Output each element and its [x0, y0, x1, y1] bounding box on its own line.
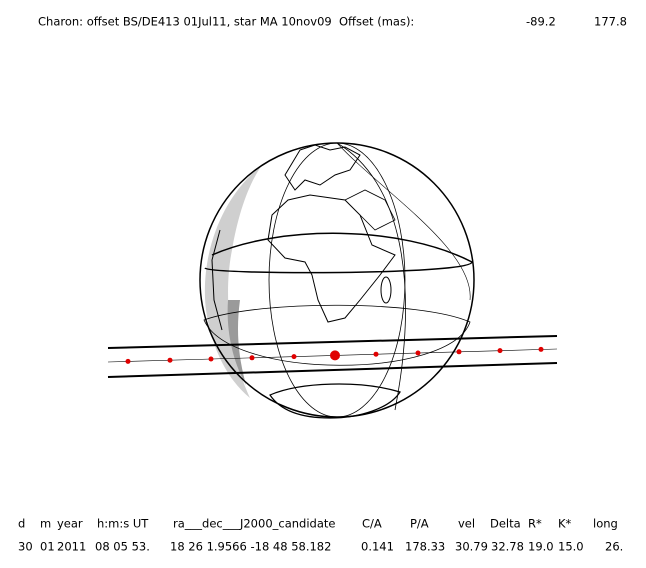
column-header: year: [57, 517, 83, 531]
shadow-edge: [107, 335, 558, 349]
madagascar: [380, 276, 392, 304]
time-marker: [538, 346, 544, 352]
column-header: K*: [558, 517, 572, 531]
europe: [284, 144, 361, 191]
column-header: vel: [458, 517, 475, 531]
cell: 30: [18, 540, 33, 554]
time-marker: [497, 348, 503, 354]
column-header: C/A: [362, 517, 382, 531]
shadow-path: [107, 335, 558, 378]
meridian: [336, 142, 406, 411]
arabia: [344, 189, 396, 231]
closest-approach: [330, 350, 340, 361]
column-header: long: [593, 517, 618, 531]
column-header: m: [40, 517, 51, 531]
cell: 0.141: [361, 540, 394, 554]
time-marker: [208, 356, 214, 362]
column-header: P/A: [410, 517, 429, 531]
title: Charon: offset BS/DE413 01Jul11, star MA…: [38, 15, 414, 29]
globe: [199, 142, 475, 419]
time-marker: [249, 355, 255, 361]
event-table: d m year h:m:s UT ra___dec___J2000_candidate…: [18, 517, 623, 554]
time-marker: [415, 350, 421, 356]
cell: 26.: [605, 540, 623, 554]
cell: 178.33: [405, 540, 445, 554]
cell: 2011: [57, 540, 86, 554]
cell: 15.0: [558, 540, 584, 554]
column-header: R*: [528, 517, 542, 531]
cell: 08 05 53.: [95, 540, 150, 554]
antarctica: [269, 383, 401, 419]
cell: 30.79: [455, 540, 488, 554]
cell: 19.0: [528, 540, 554, 554]
cell: 32.78: [491, 540, 524, 554]
time-marker: [456, 349, 462, 355]
time-marker: [373, 351, 379, 357]
time-marker: [167, 357, 173, 363]
south-america: [211, 229, 223, 331]
time-marker: [291, 354, 297, 360]
globe-outline: [199, 142, 475, 418]
africa: [267, 194, 396, 323]
night-limb: [204, 165, 262, 398]
column-header: h:m:s UT: [97, 517, 149, 531]
time-marker: [125, 358, 131, 364]
column-header: d: [18, 517, 25, 531]
time-markers: [125, 346, 544, 364]
cell: 01: [40, 540, 55, 554]
column-header: Delta: [490, 517, 521, 531]
meridian: [336, 142, 471, 301]
shadow-edge: [107, 362, 558, 378]
twilight: [227, 300, 246, 385]
column-header: ra___dec___J2000_candidate: [173, 517, 335, 531]
cell: 18 26 1.9566 -18 48 58.182: [170, 540, 331, 554]
offset-x: -89.2: [526, 15, 556, 29]
offset-y: 177.8: [594, 15, 627, 29]
equator: [204, 232, 473, 274]
